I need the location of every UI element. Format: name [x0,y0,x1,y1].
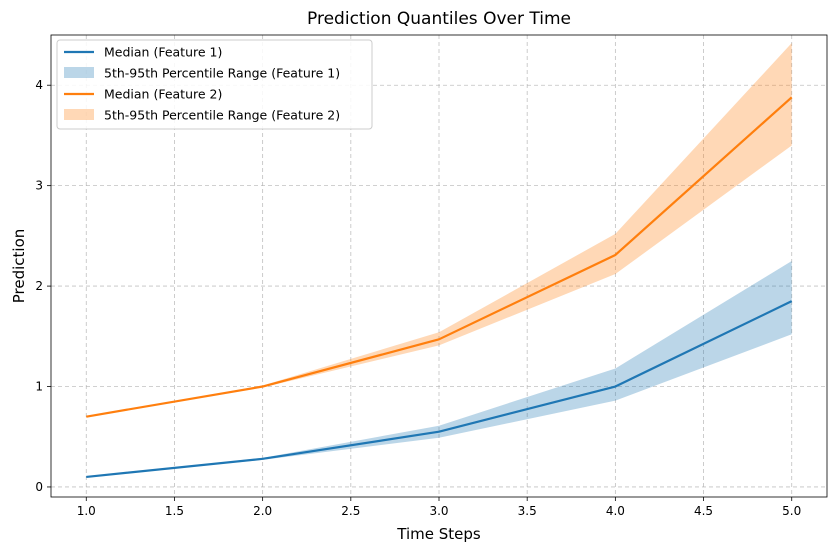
x-tick-label: 2.5 [341,504,360,518]
x-tick-label: 1.0 [77,504,96,518]
legend-box [56,39,373,130]
y-tick-label: 2 [35,279,43,293]
legend-label-band-feature-2: 5th-95th Percentile Range (Feature 2) [104,108,340,123]
legend-swatch-band-feature-2 [64,109,94,120]
y-tick-label: 4 [35,78,43,92]
x-tick-label: 1.5 [165,504,184,518]
x-tick-label: 2.0 [253,504,272,518]
median-line-feature-2 [86,96,793,418]
y-tick-label: 0 [35,480,43,494]
y-tick-label: 3 [35,179,43,193]
x-axis-ticks: 1.0 1.5 2.0 2.5 3.0 3.5 4.0 4.5 5.0 [77,497,801,518]
x-tick-label: 5.0 [782,504,801,518]
median-lines [86,96,793,479]
x-tick-label: 3.5 [518,504,537,518]
x-tick-label: 3.0 [429,504,448,518]
y-axis-ticks: 0 1 2 3 4 [35,78,51,494]
x-tick-label: 4.0 [606,504,625,518]
legend: Median (Feature 1) 5th-95th Percentile R… [56,39,373,130]
legend-label-median-feature-2: Median (Feature 2) [104,87,222,102]
median-line-feature-1 [86,300,793,479]
y-axis-label: Prediction [10,229,28,304]
y-tick-label: 1 [35,380,43,394]
chart-title: Prediction Quantiles Over Time [307,9,571,29]
legend-swatch-band-feature-1 [64,67,94,78]
percentile-band-feature-2 [86,43,792,417]
x-tick-label: 4.5 [694,504,713,518]
legend-label-median-feature-1: Median (Feature 1) [104,45,222,60]
x-axis-label: Time Steps [396,525,481,543]
legend-label-band-feature-1: 5th-95th Percentile Range (Feature 1) [104,66,340,81]
grid [51,35,827,497]
